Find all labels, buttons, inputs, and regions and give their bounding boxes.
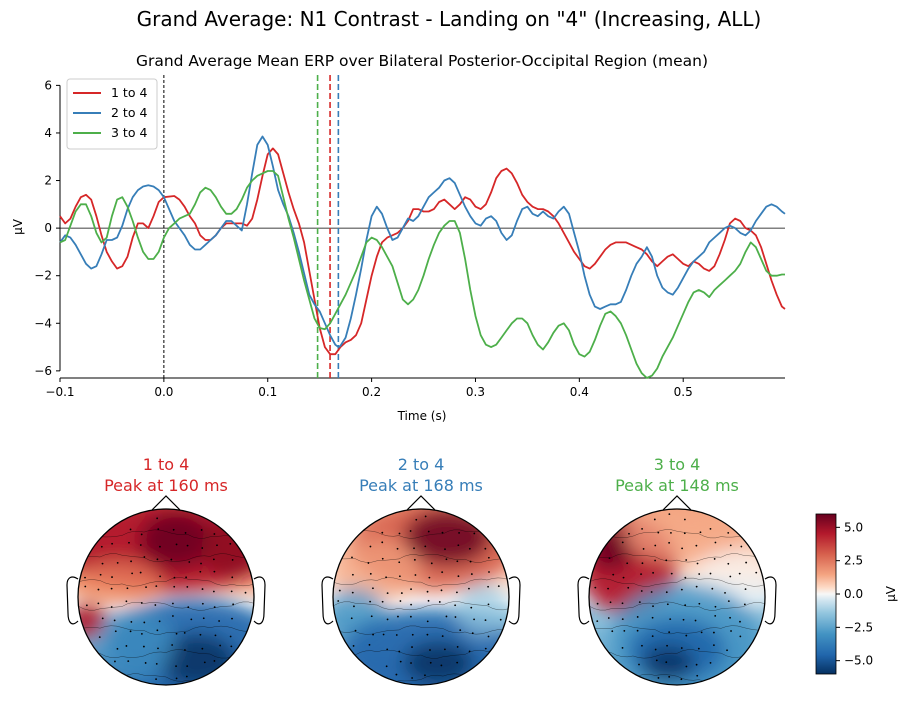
y-tick-label: 0: [44, 221, 52, 235]
electrode-dots: [337, 515, 502, 679]
x-tick-label: −0.1: [45, 385, 74, 399]
nose-outline: [151, 495, 181, 511]
y-axis-label: µV: [11, 218, 25, 235]
nose-outline: [406, 495, 436, 511]
x-tick-label: 0.0: [154, 385, 173, 399]
colorbar-gradient: [815, 513, 837, 675]
electrode-dots: [594, 513, 758, 681]
erp-ticks: −0.1 0.0 0.1 0.2 0.3 0.4 0.5 −6 −4 −2 0 2 4 6: [34, 78, 692, 399]
ear-outline: [508, 576, 521, 625]
colorbar-tick-label: 0.0: [844, 587, 863, 601]
y-tick-label: −4: [34, 316, 52, 330]
ear-outline: [577, 576, 590, 625]
y-tick-label: −2: [34, 269, 52, 283]
chart-legend: 1 to 4 2 to 4 3 to 4: [66, 78, 158, 150]
x-tick-label: 0.2: [362, 385, 381, 399]
nose-outline: [662, 495, 692, 511]
head-outline: [588, 508, 766, 686]
y-tick-label: 4: [44, 126, 52, 140]
topomap-title-3: 3 to 4: [654, 455, 701, 474]
topomap-subtitle-3: Peak at 148 ms: [615, 476, 739, 495]
topomap-subtitle-2: Peak at 168 ms: [359, 476, 483, 495]
erp-series-lines: [59, 75, 786, 379]
topomap-title-2: 2 to 4: [398, 455, 445, 474]
topomap-3: 3 to 4 Peak at 148 ms: [577, 455, 777, 686]
series-line-2: [59, 135, 786, 348]
x-axis-label: Time (s): [397, 409, 447, 423]
electrode-dots: [84, 517, 247, 681]
ear-outline: [66, 576, 79, 625]
x-tick-label: 0.3: [466, 385, 485, 399]
y-tick-label: 6: [44, 78, 52, 92]
topomap-subtitle-1: Peak at 160 ms: [104, 476, 228, 495]
colorbar-tick-label: 5.0: [844, 520, 863, 534]
series-line-1: [59, 147, 786, 356]
colorbar: 5.0 2.5 0.0 −2.5 −5.0 µV: [815, 513, 898, 675]
colorbar-tick-label: 2.5: [844, 554, 863, 568]
x-tick-label: 0.1: [258, 385, 277, 399]
head-outline: [332, 508, 510, 686]
series-line-3: [59, 170, 785, 379]
ear-outline: [321, 576, 334, 625]
ear-outline: [253, 576, 266, 625]
topomap-title-1: 1 to 4: [143, 455, 190, 474]
ear-outline: [764, 576, 777, 625]
legend-label-3: 3 to 4: [111, 125, 147, 140]
legend-label-1: 1 to 4: [111, 85, 147, 100]
colorbar-tick-label: −2.5: [844, 620, 873, 634]
topomap-panels: 1 to 4 Peak at 160 ms 2 to 4 Peak at 168 ms…: [66, 455, 777, 686]
topomap-1: 1 to 4 Peak at 160 ms: [66, 455, 266, 686]
y-tick-label: 2: [44, 174, 52, 188]
colorbar-label: µV: [884, 585, 898, 602]
erp-chart-title: Grand Average Mean ERP over Bilateral Po…: [136, 52, 708, 70]
legend-label-2: 2 to 4: [111, 105, 147, 120]
erp-axes: [59, 75, 785, 379]
topomap-field-1: [78, 509, 254, 685]
y-tick-label: −6: [34, 364, 52, 378]
topomap-field-3: [589, 509, 765, 685]
colorbar-tick-label: −5.0: [844, 654, 873, 668]
x-tick-label: 0.4: [570, 385, 589, 399]
topomap-field-2: [333, 509, 509, 685]
figure-suptitle: Grand Average: N1 Contrast - Landing on …: [137, 7, 762, 31]
head-outline: [77, 508, 255, 686]
topomap-2: 2 to 4 Peak at 168 ms: [321, 455, 521, 686]
erp-line-chart: Grand Average Mean ERP over Bilateral Po…: [11, 52, 786, 423]
legend-box: [66, 78, 158, 150]
x-tick-label: 0.5: [674, 385, 693, 399]
